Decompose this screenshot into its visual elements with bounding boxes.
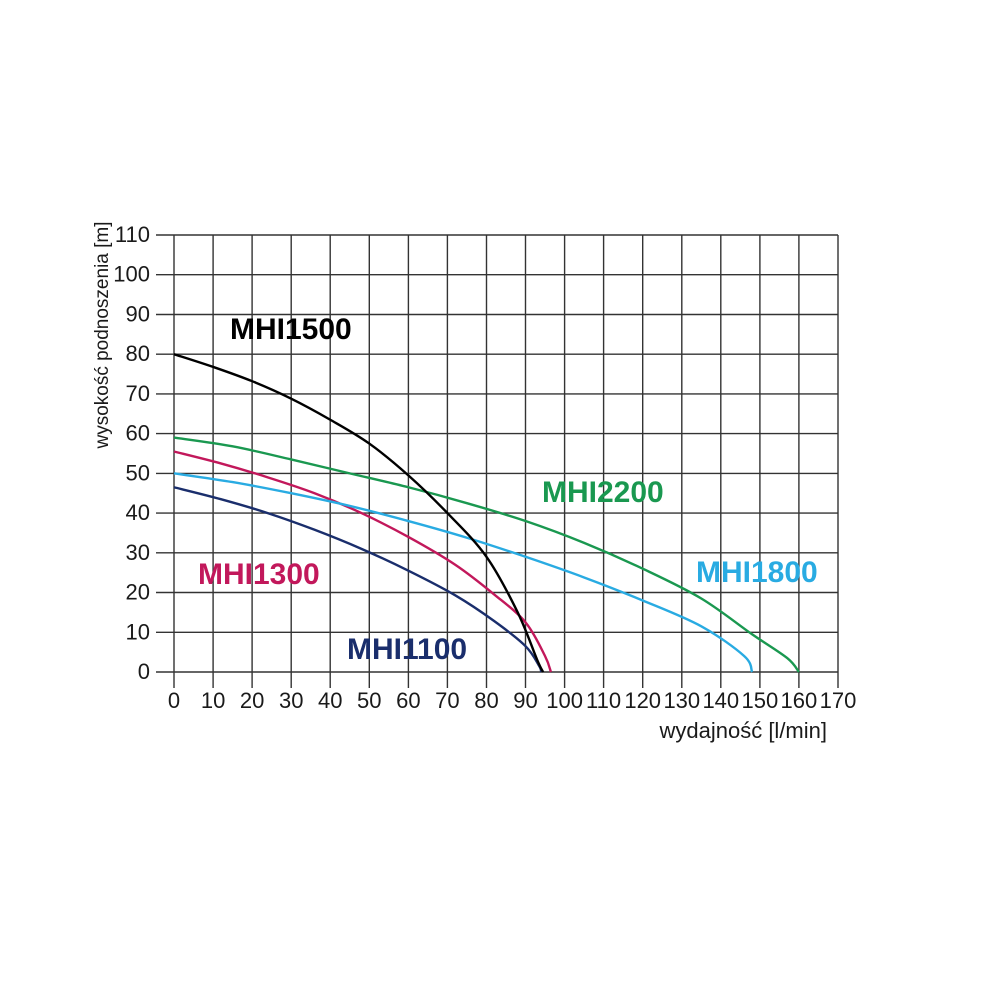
svg-text:50: 50 [126, 460, 150, 485]
svg-text:40: 40 [126, 500, 150, 525]
svg-text:80: 80 [474, 688, 498, 713]
svg-text:110: 110 [586, 688, 621, 713]
svg-text:140: 140 [702, 688, 739, 713]
svg-text:60: 60 [126, 421, 150, 446]
svg-text:50: 50 [357, 688, 381, 713]
svg-text:70: 70 [435, 688, 459, 713]
svg-text:MHI1100: MHI1100 [347, 633, 467, 666]
svg-text:0: 0 [138, 659, 150, 684]
svg-text:30: 30 [126, 540, 150, 565]
svg-text:20: 20 [240, 688, 264, 713]
svg-text:80: 80 [126, 341, 150, 366]
svg-text:90: 90 [126, 302, 150, 327]
svg-text:100: 100 [113, 262, 150, 287]
svg-text:MHI1500: MHI1500 [230, 313, 352, 346]
svg-text:MHI1800: MHI1800 [696, 556, 818, 589]
svg-text:90: 90 [513, 688, 537, 713]
svg-text:130: 130 [663, 688, 700, 713]
svg-text:70: 70 [126, 381, 150, 406]
svg-text:10: 10 [126, 619, 150, 644]
svg-text:0: 0 [168, 688, 180, 713]
svg-text:160: 160 [781, 688, 818, 713]
svg-text:150: 150 [742, 688, 779, 713]
svg-text:wysokość podnoszenia [m]: wysokość podnoszenia [m] [92, 221, 113, 449]
svg-text:MHI1300: MHI1300 [198, 558, 320, 591]
svg-text:wydajność [l/min]: wydajność [l/min] [658, 718, 827, 743]
svg-text:MHI2200: MHI2200 [542, 476, 664, 509]
svg-text:110: 110 [115, 222, 150, 247]
svg-text:10: 10 [201, 688, 225, 713]
svg-text:20: 20 [126, 580, 150, 605]
svg-text:60: 60 [396, 688, 420, 713]
svg-text:170: 170 [820, 688, 857, 713]
svg-text:120: 120 [624, 688, 661, 713]
svg-text:100: 100 [546, 688, 583, 713]
svg-text:40: 40 [318, 688, 342, 713]
svg-text:30: 30 [279, 688, 303, 713]
